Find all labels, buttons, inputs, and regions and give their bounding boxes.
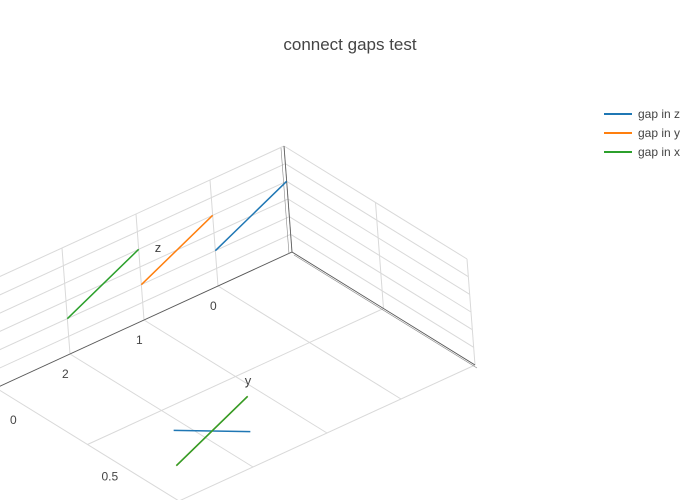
legend-item[interactable]: gap in x (604, 145, 680, 159)
legend-item[interactable]: gap in y (604, 126, 680, 140)
x-axis-line (291, 251, 476, 366)
legend-label: gap in z (638, 107, 680, 121)
series-2-segment-0 (66, 248, 140, 320)
y-axis-title: y (245, 373, 252, 388)
x-axis-line-shadow (293, 254, 478, 369)
y-tick-label: 2 (62, 367, 69, 381)
z-axis-line-shadow (280, 147, 290, 255)
y-tick-label: 1 (136, 333, 143, 347)
legend-label: gap in x (638, 145, 680, 159)
y-tick-label: 0 (210, 299, 217, 313)
series-0-segment-0 (214, 180, 288, 252)
z-axis-line (283, 145, 293, 253)
z-axis-title: z (155, 240, 162, 255)
axis-box (0, 145, 478, 387)
series-2-segment-1 (175, 395, 249, 467)
grid-line (0, 233, 291, 369)
grid-line (209, 179, 219, 287)
x-tick-label: 0.5 (102, 470, 119, 484)
grid-line (0, 216, 290, 351)
series-1-segment-0 (140, 214, 214, 286)
legend-label: gap in y (638, 126, 680, 140)
grid-line (179, 364, 476, 500)
chart-title: connect gaps test (283, 35, 417, 54)
legend[interactable]: gap in z gap in y gap in x (604, 107, 680, 159)
data-traces (66, 180, 288, 467)
grid-line (375, 202, 384, 309)
grid-line (0, 163, 286, 296)
grid-line (0, 180, 287, 314)
grid-line (466, 258, 476, 366)
x-tick-label: 0 (10, 413, 17, 427)
legend-item[interactable]: gap in z (604, 107, 680, 121)
grid-line (61, 247, 71, 355)
tick-labels: 00.510123400.511.522.53 (10, 299, 217, 484)
grid-line (0, 145, 285, 278)
y-axis-line (0, 251, 293, 387)
grid-line (87, 308, 384, 445)
grid-line (135, 213, 145, 321)
